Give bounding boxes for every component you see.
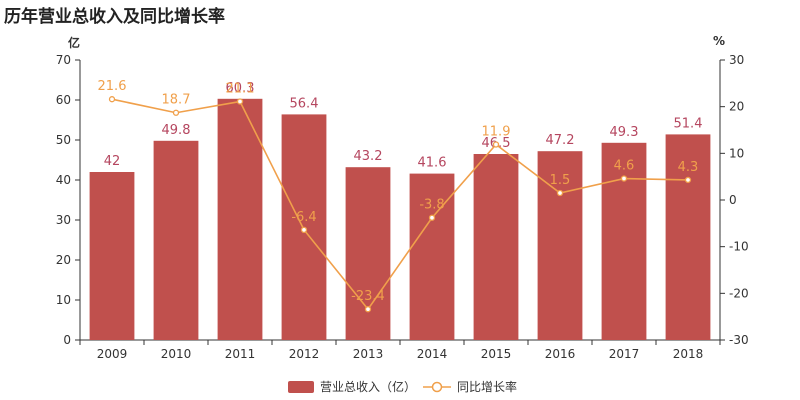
bar-value-label: 51.4: [674, 116, 703, 131]
x-tick-label: 2012: [289, 347, 320, 361]
x-tick-label: 2015: [481, 347, 512, 361]
growth-point: [364, 306, 372, 313]
growth-value-label: 21.1: [226, 82, 255, 97]
bar-value-label: 60.3: [226, 81, 255, 96]
legend-bar-swatch: [288, 380, 314, 393]
right-tick-label: -30: [729, 333, 749, 347]
bar: [153, 140, 199, 340]
growth-line: [111, 98, 689, 311]
legend-label-growth: 同比增长率: [457, 380, 518, 394]
left-axis-unit: 亿: [68, 36, 81, 50]
bar: [89, 172, 135, 340]
right-tick-label: 0: [729, 193, 737, 207]
growth-point: [492, 141, 500, 148]
left-tick-label: 40: [56, 173, 71, 187]
bar-value-label: 43.2: [354, 149, 383, 164]
growth-value-label: -6.4: [291, 210, 316, 225]
right-tick-label: 30: [729, 53, 744, 67]
growth-point: [620, 175, 628, 182]
bar-value-label: 56.4: [290, 96, 319, 111]
left-tick-label: 60: [56, 93, 71, 107]
bar-value-label: 49.3: [610, 125, 639, 140]
x-tick-label: 2017: [609, 347, 640, 361]
bar-value-label: 49.8: [162, 123, 191, 138]
x-tick-label: 2013: [353, 347, 384, 361]
growth-point: [108, 96, 116, 103]
x-tick-label: 2011: [225, 347, 256, 361]
growth-point: [428, 214, 436, 221]
left-tick-label: 20: [56, 253, 71, 267]
bar-value-label: 47.2: [546, 133, 575, 148]
bar-value-label: 42: [104, 154, 121, 169]
bar: [473, 154, 519, 340]
growth-point: [172, 109, 180, 116]
growth-point: [300, 226, 308, 234]
chart-title: 历年营业总收入及同比增长率: [4, 7, 225, 27]
x-tick-label: 2016: [545, 347, 576, 361]
left-tick-label: 10: [56, 293, 71, 307]
x-tick-label: 2010: [161, 347, 192, 361]
legend-line-swatch: [423, 381, 451, 392]
growth-value-label: 18.7: [162, 93, 191, 108]
growth-value-label: 11.9: [482, 124, 511, 139]
bar: [665, 134, 711, 340]
bar: [345, 167, 391, 340]
legend-item-revenue[interactable]: 营业总收入（亿）: [288, 378, 416, 395]
growth-value-label: 4.3: [678, 160, 699, 175]
right-tick-label: 20: [729, 100, 744, 114]
right-tick-label: -10: [729, 240, 749, 254]
x-tick-label: 2014: [417, 347, 448, 361]
right-tick-label: 10: [729, 146, 744, 160]
growth-point: [236, 98, 244, 105]
legend-label-revenue: 营业总收入（亿）: [320, 380, 417, 394]
right-tick-label: -20: [729, 286, 749, 300]
growth-point: [556, 189, 564, 197]
left-tick-label: 70: [56, 53, 71, 67]
left-tick-label: 50: [56, 133, 71, 147]
growth-value-label: 21.6: [98, 79, 127, 94]
right-axis-unit: %: [713, 34, 726, 48]
bar: [217, 98, 263, 340]
legend-item-growth[interactable]: 同比增长率: [423, 378, 517, 395]
x-tick-label: 2009: [97, 347, 128, 361]
growth-value-label: -3.8: [419, 198, 444, 213]
bar-value-label: 41.6: [418, 156, 447, 171]
left-tick-label: 0: [63, 333, 71, 347]
x-tick-label: 2018: [673, 347, 704, 361]
growth-value-label: -23.4: [351, 289, 385, 304]
growth-value-label: 1.5: [550, 173, 571, 188]
growth-point: [684, 176, 692, 184]
growth-value-label: 4.6: [614, 159, 635, 174]
left-tick-label: 30: [56, 213, 71, 227]
legend: 营业总收入（亿） 同比增长率: [0, 378, 800, 396]
